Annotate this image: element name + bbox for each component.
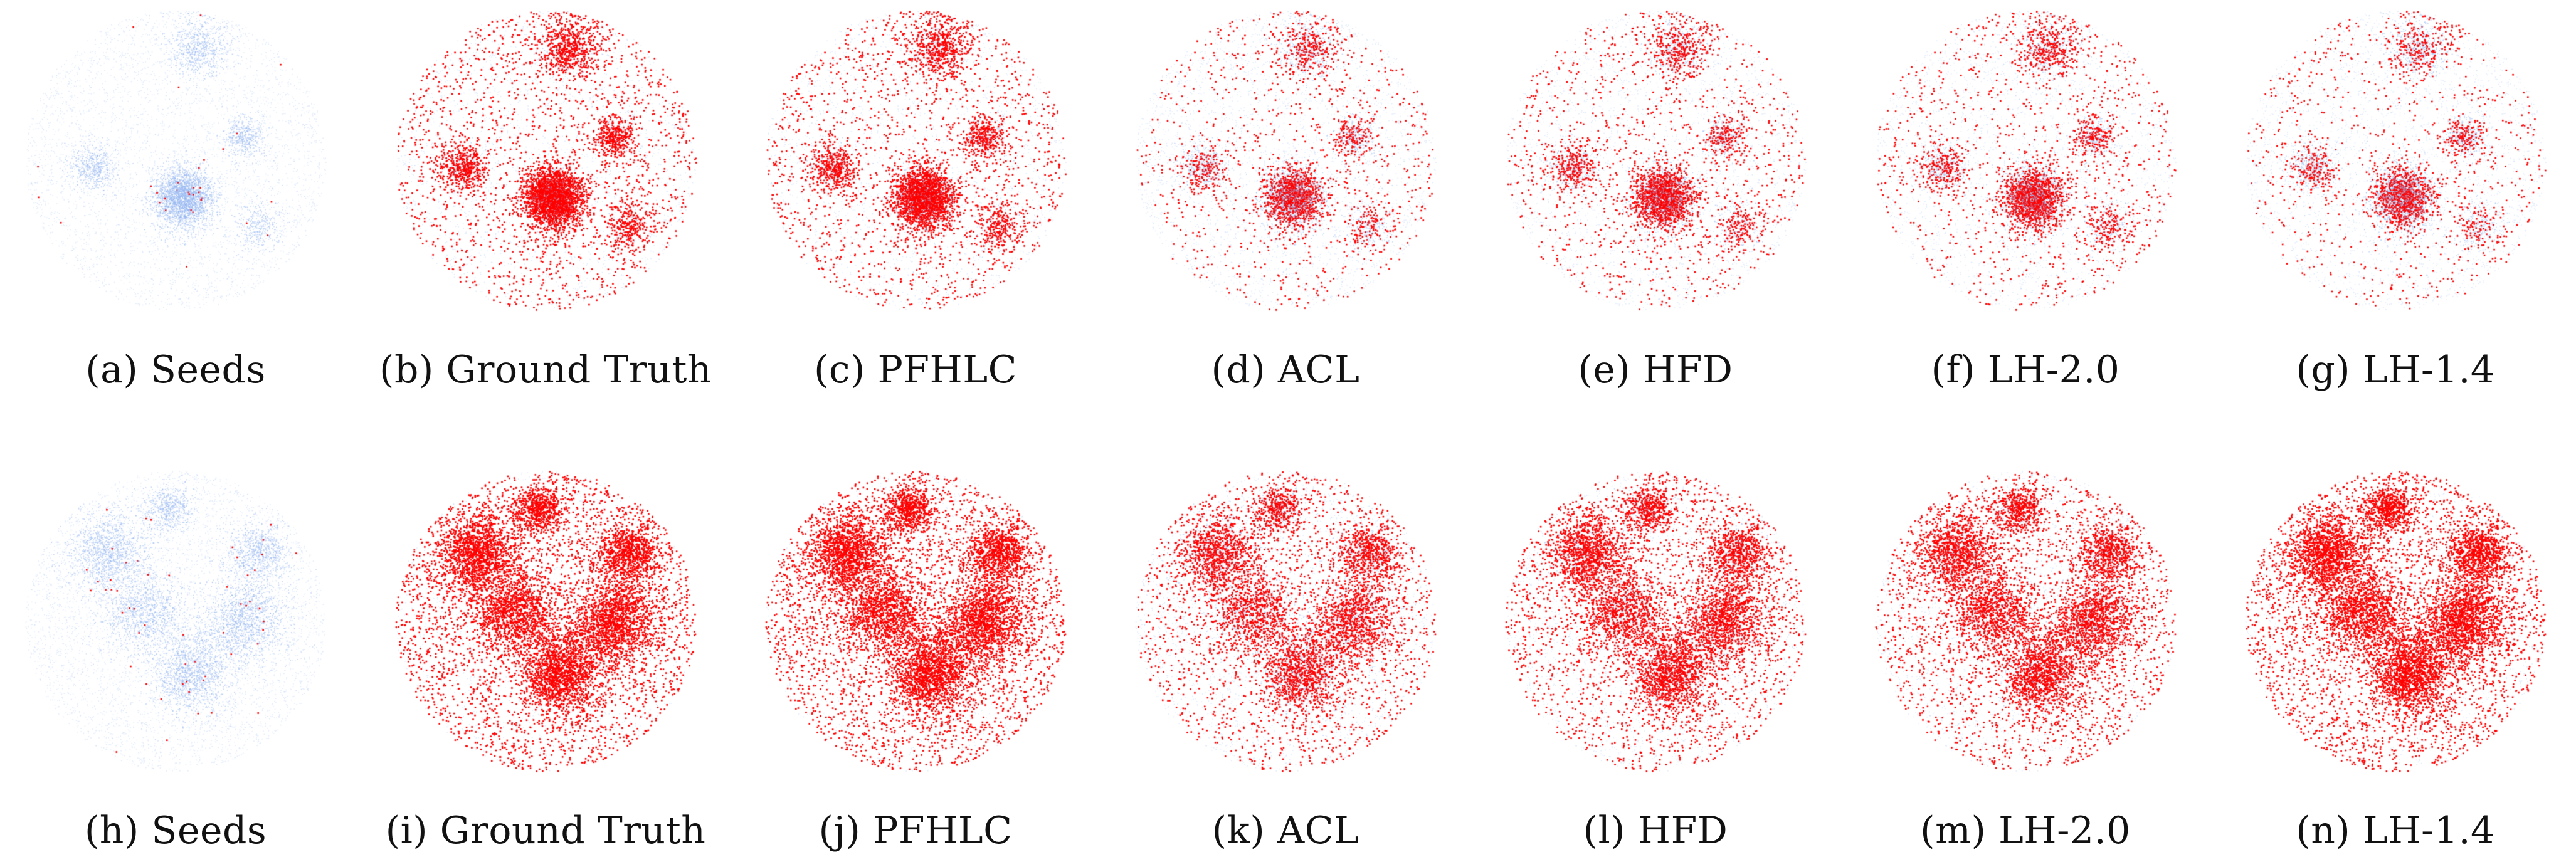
panel-lh-2-0-row1: (f) LH-2.0	[1850, 0, 2201, 392]
network-plot	[752, 461, 1079, 781]
panel-caption: (k) ACL	[1211, 809, 1359, 853]
panel-lh-1-4-row1: (g) LH-1.4	[2220, 0, 2571, 392]
panel-caption: (g) LH-1.4	[2296, 348, 2495, 392]
panel-acl-row2: (k) ACL	[1110, 461, 1461, 853]
panel-caption: (j) PFHLC	[818, 809, 1013, 853]
network-plot	[1492, 0, 1819, 320]
panel-caption: (d) ACL	[1211, 348, 1360, 392]
panel-caption: (e) HFD	[1578, 348, 1733, 392]
panel-ground-truth-row2: (i) Ground Truth	[370, 461, 721, 853]
network-plot	[752, 0, 1079, 320]
panel-pfhlc-row2: (j) PFHLC	[740, 461, 1091, 853]
panel-acl-row1: (d) ACL	[1110, 0, 1461, 392]
panel-lh-2-0-row2: (m) LH-2.0	[1850, 461, 2201, 853]
network-plot	[1862, 0, 2188, 320]
network-plot	[2232, 461, 2558, 781]
panel-seeds-row1: (a) Seeds	[0, 0, 351, 392]
network-plot	[2232, 0, 2558, 320]
panel-caption: (h) Seeds	[84, 809, 267, 853]
panel-seeds-row2: (h) Seeds	[0, 461, 351, 853]
network-plot	[1122, 461, 1449, 781]
panel-caption: (n) LH-1.4	[2296, 809, 2495, 853]
panel-caption: (a) Seeds	[85, 348, 266, 392]
panel-lh-1-4-row2: (n) LH-1.4	[2220, 461, 2571, 853]
panel-caption: (i) Ground Truth	[385, 809, 706, 853]
network-plot	[1122, 0, 1449, 320]
network-plot	[1492, 461, 1819, 781]
network-plot	[13, 461, 339, 781]
network-plot	[383, 0, 709, 320]
panel-hfd-row2: (l) HFD	[1480, 461, 1831, 853]
panel-caption: (m) LH-2.0	[1920, 809, 2131, 853]
panel-caption: (l) HFD	[1583, 809, 1728, 853]
network-plot	[1862, 461, 2188, 781]
panel-ground-truth-row1: (b) Ground Truth	[370, 0, 721, 392]
panel-caption: (b) Ground Truth	[379, 348, 712, 392]
network-plot	[13, 0, 339, 320]
panel-pfhlc-row1: (c) PFHLC	[740, 0, 1091, 392]
panel-hfd-row1: (e) HFD	[1480, 0, 1831, 392]
panel-caption: (f) LH-2.0	[1931, 348, 2120, 392]
network-plot	[383, 461, 709, 781]
panel-caption: (c) PFHLC	[813, 348, 1018, 392]
